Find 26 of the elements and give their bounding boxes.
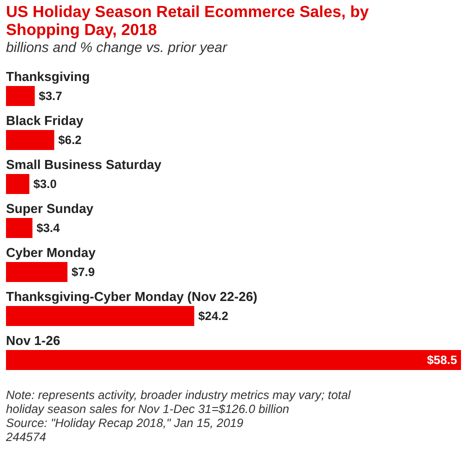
data-label: $58.5 (426, 353, 458, 367)
chart-subtitle: billions and % change vs. prior year (6, 39, 228, 55)
y-tick-label: Cyber Monday (6, 245, 96, 260)
bar (6, 306, 194, 326)
text: Note: represents activity, broader industry metrics may vary; total holiday season sales for Nov 1-Dec 31=$126.0 billion (6, 388, 351, 416)
y-tick-label: Black Friday (6, 113, 84, 128)
data-label: $6.2 (58, 133, 82, 147)
y-tick-label: Super Sunday (6, 201, 94, 216)
chart-title: US Holiday Season Retail Ecommerce Sales, by Shopping Day, 2018 (6, 4, 369, 39)
data-label: $3.0 (33, 177, 58, 191)
text: 244574 (5, 430, 46, 444)
bar (6, 174, 30, 194)
data-label: $24.2 (198, 309, 229, 323)
data-label: $3.7 (38, 89, 62, 103)
source-note: Source: "Holiday Recap 2018," Jan 15, 2019 (6, 416, 244, 430)
bar (6, 218, 32, 238)
data-label: $3.4 (36, 221, 60, 235)
bar (6, 262, 68, 282)
y-tick-label: Nov 1-26 (6, 333, 60, 348)
y-tick-label: Thanksgiving-Cyber Monday (Nov 22-26) (6, 289, 258, 304)
y-tick-label: Thanksgiving (6, 69, 90, 84)
bar (6, 86, 35, 106)
y-tick-label: Small Business Saturday (6, 157, 162, 172)
bar (6, 130, 54, 150)
bar (6, 350, 461, 370)
data-label: $7.9 (71, 265, 96, 279)
